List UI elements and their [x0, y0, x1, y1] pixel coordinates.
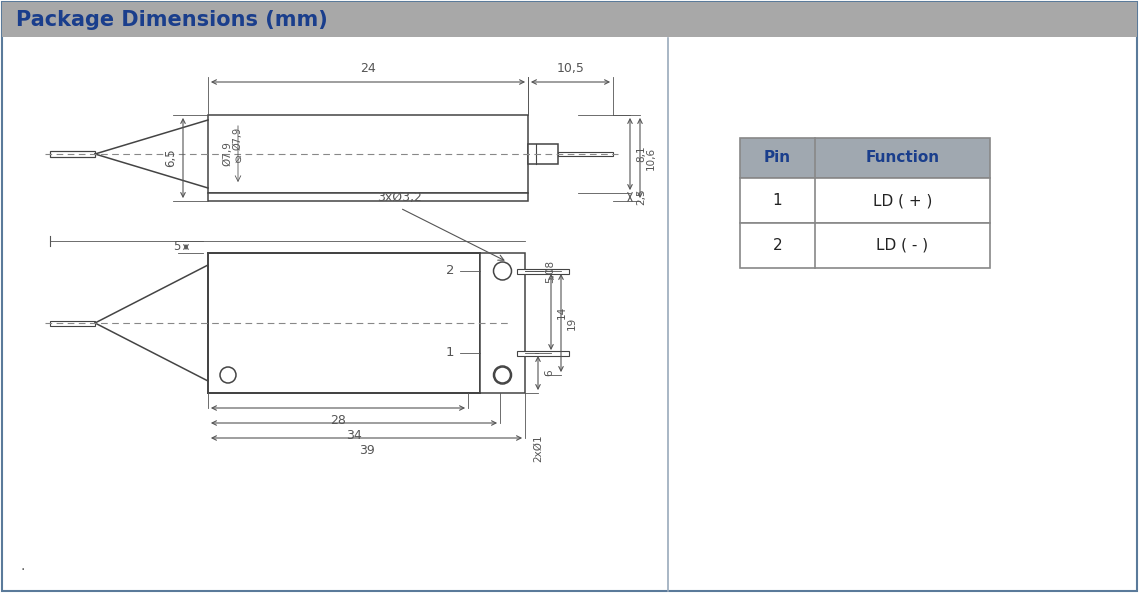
Text: 2: 2 — [772, 238, 782, 253]
Circle shape — [220, 367, 236, 383]
Circle shape — [493, 262, 511, 280]
Text: 19: 19 — [567, 317, 577, 330]
Text: Ø7,9: Ø7,9 — [222, 142, 232, 167]
Bar — [558, 152, 613, 156]
Text: Ø7,9: Ø7,9 — [233, 127, 243, 150]
Text: 1: 1 — [445, 346, 454, 359]
Circle shape — [493, 366, 511, 384]
Text: 2: 2 — [445, 264, 454, 278]
Bar — [480, 253, 525, 393]
Text: 5: 5 — [173, 241, 180, 253]
Text: 10,5: 10,5 — [557, 62, 584, 75]
Circle shape — [494, 367, 510, 383]
Text: 5,08: 5,08 — [544, 260, 555, 282]
Text: 14: 14 — [557, 305, 567, 318]
Text: 2,5: 2,5 — [636, 189, 646, 205]
Bar — [208, 253, 480, 393]
Text: LD ( - ): LD ( - ) — [876, 238, 928, 253]
Text: 34: 34 — [346, 429, 362, 442]
Bar — [2, 2, 1137, 37]
Text: 6,5: 6,5 — [164, 149, 177, 167]
Bar — [208, 193, 528, 201]
Text: 6: 6 — [544, 369, 554, 377]
Text: 24: 24 — [360, 62, 376, 75]
Bar — [740, 178, 990, 223]
Text: Package Dimensions (mm): Package Dimensions (mm) — [16, 10, 328, 30]
Bar — [517, 350, 570, 355]
Text: Pin: Pin — [764, 151, 792, 165]
Text: 10,6: 10,6 — [646, 146, 656, 170]
Text: 39: 39 — [359, 444, 375, 457]
Bar — [740, 223, 990, 268]
Bar — [740, 138, 990, 178]
Text: LD ( + ): LD ( + ) — [872, 193, 932, 208]
Text: 3xØ3,2: 3xØ3,2 — [377, 191, 423, 204]
Bar — [517, 269, 570, 273]
Bar — [208, 115, 528, 193]
Text: Function: Function — [866, 151, 940, 165]
Text: 28: 28 — [330, 414, 346, 427]
Bar — [50, 320, 95, 326]
Text: .: . — [21, 559, 24, 573]
Bar — [528, 144, 558, 164]
Text: 1: 1 — [772, 193, 782, 208]
Text: Ø: Ø — [235, 156, 241, 165]
Text: 2xØ1: 2xØ1 — [533, 434, 543, 462]
Text: 8,1: 8,1 — [636, 146, 646, 162]
Bar — [50, 151, 95, 157]
